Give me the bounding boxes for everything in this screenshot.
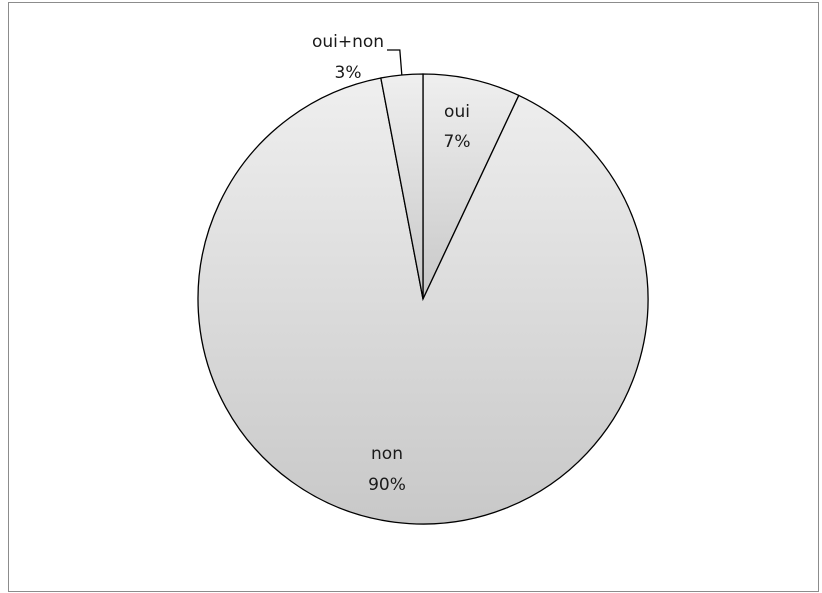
slice-percent-non: 90%	[368, 475, 406, 495]
pie-chart: oui 7% non 90% oui+non 3%	[197, 32, 649, 525]
chart-frame: oui 7% non 90% oui+non 3%	[8, 2, 819, 592]
slice-label-oui: oui	[444, 102, 470, 122]
pie-slice-oui-non	[380, 73, 424, 300]
slice-label-oui-non: oui+non	[312, 32, 384, 52]
slice-percent-oui-non: 3%	[335, 63, 362, 83]
slice-percent-oui: 7%	[444, 132, 471, 152]
pie-slices	[197, 73, 649, 525]
pie-labels: oui 7% non 90% oui+non 3%	[312, 32, 471, 495]
leader-line-oui-non	[387, 49, 403, 76]
slice-label-non: non	[371, 444, 403, 464]
pie-slice-non	[197, 77, 649, 525]
